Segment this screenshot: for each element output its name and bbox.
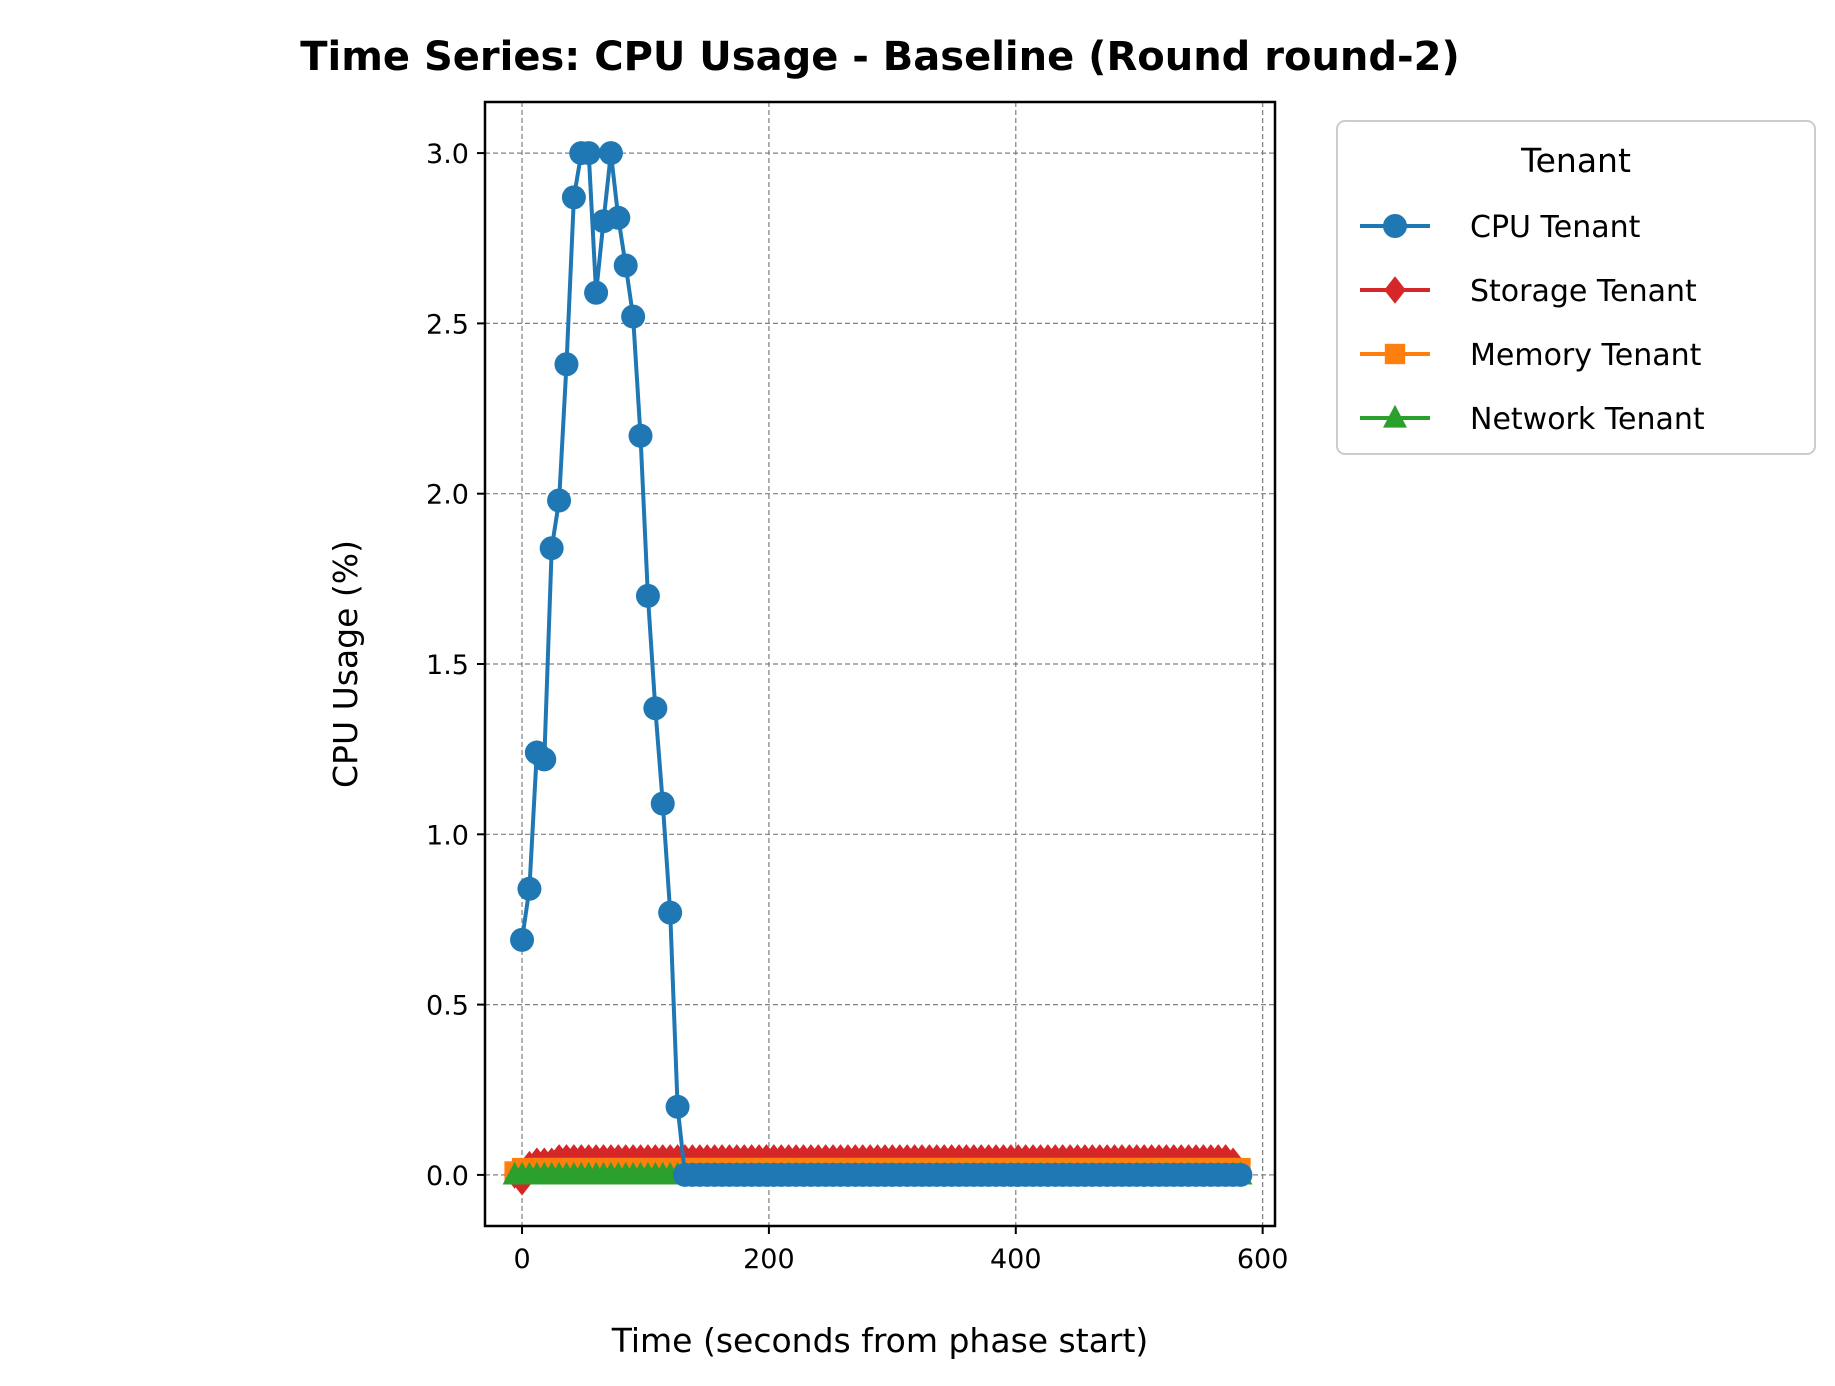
- legend-item-memory-tenant: Memory Tenant: [1360, 338, 1702, 373]
- legend-label: Memory Tenant: [1470, 338, 1702, 373]
- y-tick-label: 1.0: [426, 820, 469, 851]
- plot-area: 0 200 400 600 0.0 0.5 1.0 1.5 2.0 2.5 3.0: [426, 100, 1288, 1275]
- data-point-cpu-tenant: [613, 253, 638, 278]
- legend-item-cpu-tenant: CPU Tenant: [1360, 210, 1641, 245]
- y-tick-label: 0.5: [426, 991, 469, 1022]
- legend-frame: [1336, 120, 1816, 455]
- legend-marker: [1384, 343, 1406, 365]
- data-point-cpu-tenant: [621, 304, 646, 329]
- series-cpu-tenant: [510, 141, 1253, 1187]
- data-point-cpu-tenant: [606, 205, 631, 230]
- legend-item-storage-tenant: Storage Tenant: [1360, 274, 1697, 309]
- y-tick-label: 2.0: [426, 480, 469, 511]
- x-tick-label: 600: [1237, 1244, 1289, 1275]
- chart-title: Time Series: CPU Usage - Baseline (Round…: [300, 34, 1460, 80]
- y-tick-label: 0.0: [426, 1161, 469, 1192]
- legend-title: Tenant: [1520, 141, 1631, 180]
- data-point-cpu-tenant: [576, 141, 601, 166]
- legend-marker: [1383, 214, 1407, 238]
- data-point-cpu-tenant: [628, 423, 653, 448]
- legend-label: CPU Tenant: [1470, 210, 1641, 245]
- legend-marker: [1383, 404, 1407, 428]
- y-tick-label: 2.5: [426, 309, 469, 340]
- data-point-cpu-tenant: [1228, 1162, 1253, 1187]
- data-point-cpu-tenant: [635, 583, 660, 608]
- data-point-cpu-tenant: [554, 352, 579, 377]
- x-tick-label: 200: [743, 1244, 795, 1275]
- x-tick-label: 400: [990, 1244, 1042, 1275]
- data-point-cpu-tenant: [532, 747, 557, 772]
- data-point-cpu-tenant: [665, 1094, 690, 1119]
- data-point-cpu-tenant: [547, 488, 572, 513]
- legend-label: Network Tenant: [1470, 402, 1705, 437]
- x-axis-label: Time (seconds from phase start): [611, 1321, 1149, 1360]
- data-point-cpu-tenant: [561, 185, 586, 210]
- data-point-cpu-tenant: [650, 791, 675, 816]
- data-point-cpu-tenant: [517, 876, 542, 901]
- legend: Tenant CPU Tenant Storage Tenant Memory Te…: [1336, 120, 1816, 455]
- data-point-cpu-tenant: [539, 536, 564, 561]
- data-point-cpu-tenant: [510, 927, 535, 952]
- data-point-cpu-tenant: [658, 900, 683, 925]
- ticks: 0 200 400 600 0.0 0.5 1.0 1.5 2.0 2.5 3.0: [426, 139, 1288, 1275]
- y-tick-label: 3.0: [426, 139, 469, 170]
- legend-marker: [1384, 276, 1406, 304]
- legend-item-network-tenant: Network Tenant: [1360, 402, 1705, 437]
- y-tick-label: 1.5: [426, 650, 469, 681]
- legend-items: CPU Tenant Storage Tenant Memory Tenant Net…: [1360, 210, 1705, 437]
- grid: [485, 102, 1275, 1226]
- data-point-cpu-tenant: [598, 141, 623, 166]
- x-tick-label: 0: [513, 1244, 530, 1275]
- series-layer: [502, 141, 1253, 1196]
- y-axis-label: CPU Usage (%): [326, 540, 365, 788]
- data-point-cpu-tenant: [643, 696, 668, 721]
- legend-label: Storage Tenant: [1470, 274, 1697, 309]
- data-point-cpu-tenant: [584, 280, 609, 305]
